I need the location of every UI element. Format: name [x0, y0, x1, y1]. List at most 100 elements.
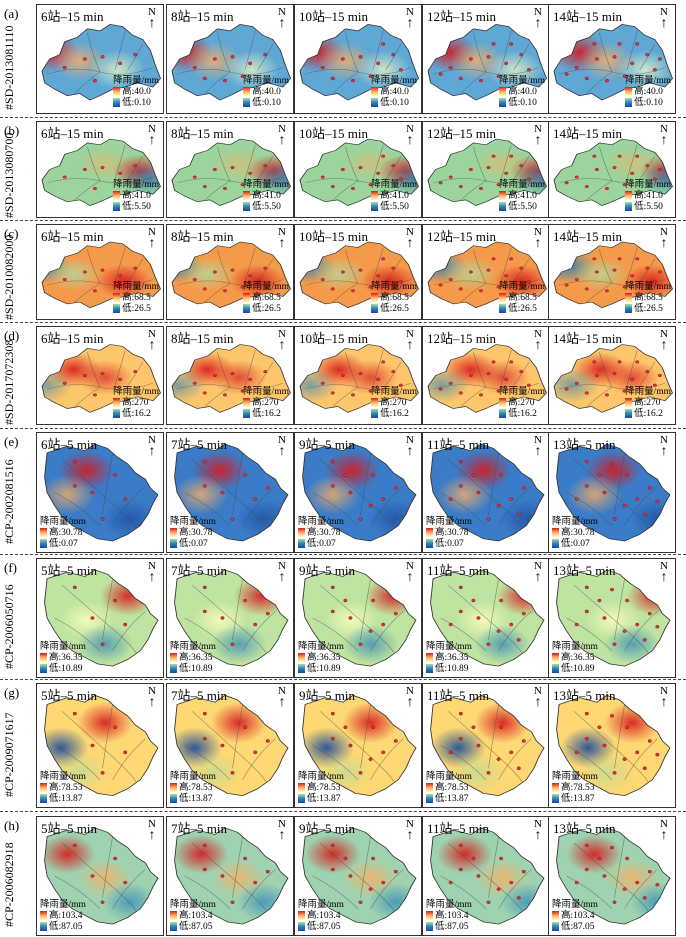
- rain-gauge-station: [625, 725, 630, 730]
- rain-gauge-station: [625, 856, 630, 861]
- legend-high-value: 30.78: [61, 528, 83, 538]
- color-ramp-low: [552, 794, 559, 804]
- rain-gauge-station: [622, 757, 627, 761]
- rain-gauge-station: [438, 283, 443, 287]
- row-separator: [0, 322, 686, 323]
- color-legend: 降雨量/mm 高:41.0 低:5.50: [113, 180, 159, 212]
- rainfall-map: [556, 827, 671, 925]
- legend-low-value: 16.2: [134, 409, 151, 419]
- north-arrow: N ↑: [659, 6, 669, 31]
- legend-unit: 降雨量/mm: [40, 517, 86, 527]
- rain-gauge-station: [368, 629, 373, 633]
- legend-low-prefix: 低: [179, 922, 189, 932]
- rain-gauge-station: [358, 268, 363, 272]
- rain-gauge-station: [458, 609, 463, 614]
- rain-gauge-station: [358, 166, 363, 170]
- legend-high-prefix: 高: [307, 528, 317, 538]
- rain-gauge-station: [351, 78, 355, 83]
- rain-gauge-station: [448, 65, 453, 70]
- rain-gauge-station: [192, 278, 197, 281]
- rain-gauge-station: [212, 168, 217, 171]
- figure-row: (d) #SD-2017072308 6站–15 min N ↑ 降雨量/mm 高:270 低…: [0, 324, 686, 425]
- row-label: (f): [4, 560, 17, 575]
- panel-title: 6站–15 min: [41, 229, 104, 244]
- rain-gauge-station: [62, 381, 67, 385]
- legend-high-prefix: 高: [252, 398, 262, 408]
- rainfall-map: [553, 241, 673, 309]
- color-legend: 降雨量/mm 高:68.5 低:26.5: [625, 282, 671, 314]
- color-legend: 降雨量/mm 高:103.4 低:87.05: [298, 900, 344, 932]
- north-label: N: [278, 328, 286, 340]
- legend-high-value: 41.0: [520, 191, 537, 201]
- legend-low-value: 16.2: [520, 409, 537, 419]
- rain-gauge-station: [118, 61, 123, 65]
- rain-gauge-station: [72, 585, 77, 590]
- legend-high-prefix: 高: [179, 528, 189, 538]
- rain-gauge-station: [584, 76, 589, 81]
- rain-gauge-station: [612, 771, 617, 775]
- color-ramp-low: [426, 922, 433, 932]
- rainfall-map: [299, 138, 419, 206]
- north-arrow: N ↑: [277, 328, 287, 353]
- legend-high-value: 68.5: [134, 293, 151, 303]
- north-arrow: N ↑: [659, 818, 669, 843]
- map-panel: 6站–15 min N ↑ 降雨量/mm 高:40.0 低:0.10: [36, 4, 164, 114]
- legend-high-prefix: 高: [49, 528, 59, 538]
- rain-gauge-station: [612, 517, 617, 521]
- rain-gauge-station: [348, 616, 353, 620]
- rain-gauge-station: [202, 391, 207, 395]
- rain-gauge-station: [479, 393, 483, 397]
- rain-gauge-station: [393, 611, 398, 616]
- row-label: (e): [4, 434, 19, 449]
- rain-gauge-station: [496, 285, 501, 289]
- legend-low-prefix: 低: [634, 98, 644, 108]
- rain-gauge-station: [330, 391, 335, 395]
- rain-gauge-station: [491, 360, 496, 364]
- legend-low-value: 0.07: [191, 539, 208, 549]
- rain-gauge-station: [594, 270, 599, 274]
- rainfall-map: [171, 344, 291, 413]
- color-ramp-high: [426, 783, 433, 793]
- rainfall-map: [556, 443, 671, 542]
- north-arrow: N ↑: [147, 434, 157, 459]
- color-legend: 降雨量/mm 高:36.35 低:10.89: [298, 642, 344, 674]
- rain-gauge-station: [516, 638, 521, 642]
- rain-gauge-station: [90, 743, 95, 748]
- rain-gauge-station: [391, 370, 396, 374]
- legend-high-prefix: 高: [122, 293, 132, 303]
- legend-high-prefix: 高: [49, 653, 59, 663]
- rain-gauge-station: [612, 900, 617, 904]
- north-arrow-icon: ↑: [148, 828, 156, 843]
- row-separator: [0, 554, 686, 555]
- legend-high-value: 36.35: [61, 653, 83, 663]
- rain-gauge-station: [202, 609, 207, 614]
- rain-gauge-station: [240, 74, 245, 78]
- rain-gauge-station: [476, 874, 481, 878]
- rain-gauge-station: [584, 484, 589, 488]
- rain-gauge-station: [381, 42, 386, 46]
- color-ramp-high: [552, 528, 559, 538]
- legend-high-value: 68.5: [392, 293, 409, 303]
- panel-title: 14站–15 min: [553, 331, 622, 346]
- rainfall-map: [427, 344, 547, 413]
- north-arrow-icon: ↑: [148, 16, 156, 31]
- legend-unit: 降雨量/mm: [113, 282, 159, 292]
- rain-gauge-station: [448, 497, 453, 501]
- north-arrow: N ↑: [405, 434, 415, 459]
- legend-low-prefix: 低: [307, 794, 317, 804]
- rain-gauge-station: [509, 622, 514, 627]
- rain-gauge-station: [376, 61, 381, 65]
- rain-gauge-station: [381, 154, 386, 158]
- rain-gauge-station: [248, 61, 253, 65]
- color-ramp-high: [371, 398, 379, 408]
- rain-gauge-station: [479, 289, 483, 293]
- color-ramp-low: [552, 539, 559, 549]
- rain-gauge-station: [230, 372, 235, 376]
- color-ramp-low: [371, 409, 379, 419]
- panel-title: 14站–15 min: [553, 229, 622, 244]
- legend-high-value: 270: [646, 398, 661, 408]
- rain-gauge-station: [340, 168, 345, 171]
- legend-unit: 降雨量/mm: [426, 517, 472, 527]
- row-separator: [0, 679, 686, 680]
- legend-unit: 降雨量/mm: [170, 772, 216, 782]
